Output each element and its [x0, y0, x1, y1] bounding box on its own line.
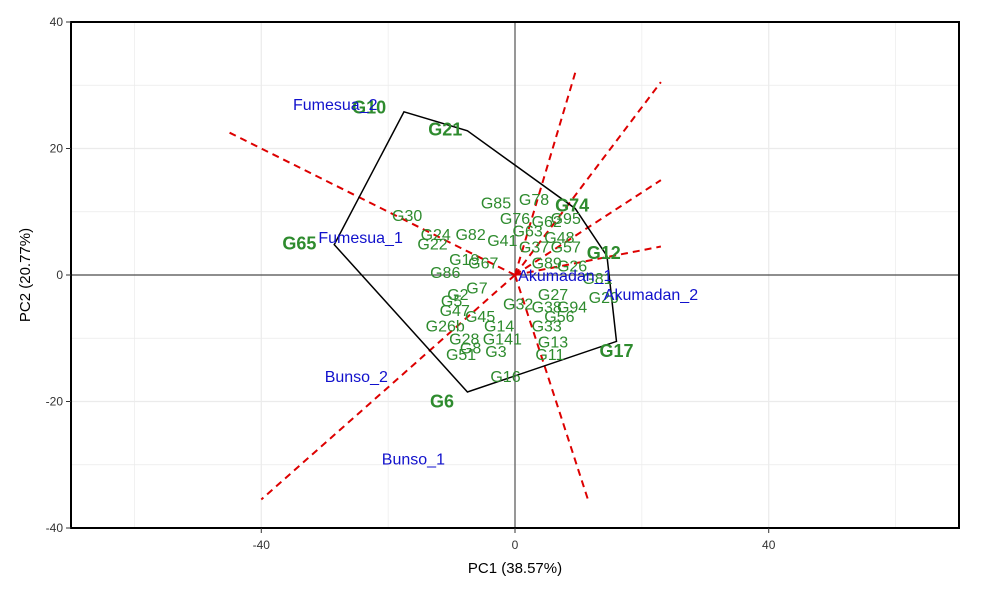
x-tick-label: 0	[512, 538, 519, 552]
sector-ray	[514, 81, 662, 276]
genotype-label: G22	[417, 236, 447, 253]
genotype-label: G16	[490, 369, 520, 386]
genotype-label: G38	[532, 300, 562, 317]
genotype-vertex-label: G65	[282, 233, 316, 253]
genotype-label: G32	[503, 296, 533, 313]
genotype-label: G28	[449, 331, 479, 348]
y-tick-label: 20	[50, 142, 64, 156]
environment-label: Akumadan_1	[518, 268, 612, 285]
genotype-label: G51	[446, 347, 476, 364]
y-tick-label: -20	[46, 395, 64, 409]
genotype-vertex-label: G10	[352, 97, 386, 117]
genotype-label: G57	[551, 240, 581, 257]
genotype-vertex-label: G12	[587, 243, 621, 263]
genotype-label: G5	[441, 293, 462, 310]
sector-ray	[229, 131, 516, 276]
genotype-label: G20	[589, 290, 619, 307]
genotype-label: G19	[449, 252, 479, 269]
x-tick-label: -40	[253, 538, 271, 552]
genotype-label: G56	[544, 309, 574, 326]
genotype-label: G45	[465, 309, 495, 326]
environment-label: Fumesua_2	[293, 97, 378, 114]
sector-ray	[514, 274, 589, 500]
genotype-label: G95	[551, 211, 581, 228]
genotype-label: G11	[535, 347, 564, 364]
genotype-vertex-label: G21	[428, 120, 462, 140]
environment-label: Bunso_2	[325, 369, 388, 386]
genotype-label: G86	[430, 265, 460, 282]
environment-label: Fumesua_1	[318, 230, 403, 247]
genotype-label: G62	[532, 214, 562, 231]
genotype-vertex-label: G74	[555, 195, 589, 215]
genotype-label: G82	[455, 227, 485, 244]
genotype-label: G8	[460, 341, 481, 358]
genotype-label: G27	[538, 287, 568, 304]
genotype-label: G78	[519, 192, 549, 209]
axis-ticks: -40 0 40 -40 -20 0 20 40	[46, 15, 776, 552]
genotype-label: G76	[500, 211, 530, 228]
genotype-label: G48	[544, 230, 574, 247]
environment-labels: Fumesua_2 Fumesua_1 Bunso_2 Bunso_1 Akumadan…	[293, 97, 698, 468]
environment-label: Bunso_1	[382, 451, 445, 468]
sector-ray	[514, 245, 662, 276]
x-axis-title: PC1 (38.57%)	[468, 560, 562, 577]
y-tick-label: 40	[50, 15, 64, 29]
convex-hull	[333, 110, 618, 393]
y-axis-title: PC2 (20.77%)	[17, 228, 34, 322]
genotype-label: G94	[557, 300, 587, 317]
genotype-label: G13	[538, 334, 568, 351]
genotype-label: G37	[519, 240, 549, 257]
genotype-label: G63	[513, 224, 543, 241]
genotype-label: G26b	[426, 319, 465, 336]
y-tick-label: 0	[56, 268, 63, 282]
y-tick-label: -40	[46, 521, 64, 535]
genotype-label: G30	[392, 208, 422, 225]
genotype-label: G3	[485, 344, 506, 361]
genotype-label: G85	[481, 195, 511, 212]
genotype-label: G67	[468, 255, 498, 272]
hull-polygon	[333, 110, 618, 393]
sector-ray	[260, 274, 516, 501]
genotype-label: G24	[421, 227, 451, 244]
genotype-label: G33	[532, 319, 562, 336]
genotype-label: G81	[582, 271, 612, 288]
genotype-label: G26	[557, 259, 587, 276]
genotype-label: G2	[447, 287, 468, 304]
genotype-vertex-label: G6	[430, 392, 454, 412]
genotype-label: G7	[466, 281, 487, 298]
genotype-label: G141	[483, 331, 522, 348]
genotype-label: G14	[484, 319, 514, 336]
genotype-label: G89	[532, 255, 562, 272]
x-tick-label: 40	[762, 538, 776, 552]
genotype-vertex-label: G17	[599, 341, 633, 361]
genotype-label: G47	[440, 303, 470, 320]
environment-label: Akumadan_2	[604, 287, 698, 304]
genotype-label: G41	[487, 233, 517, 250]
